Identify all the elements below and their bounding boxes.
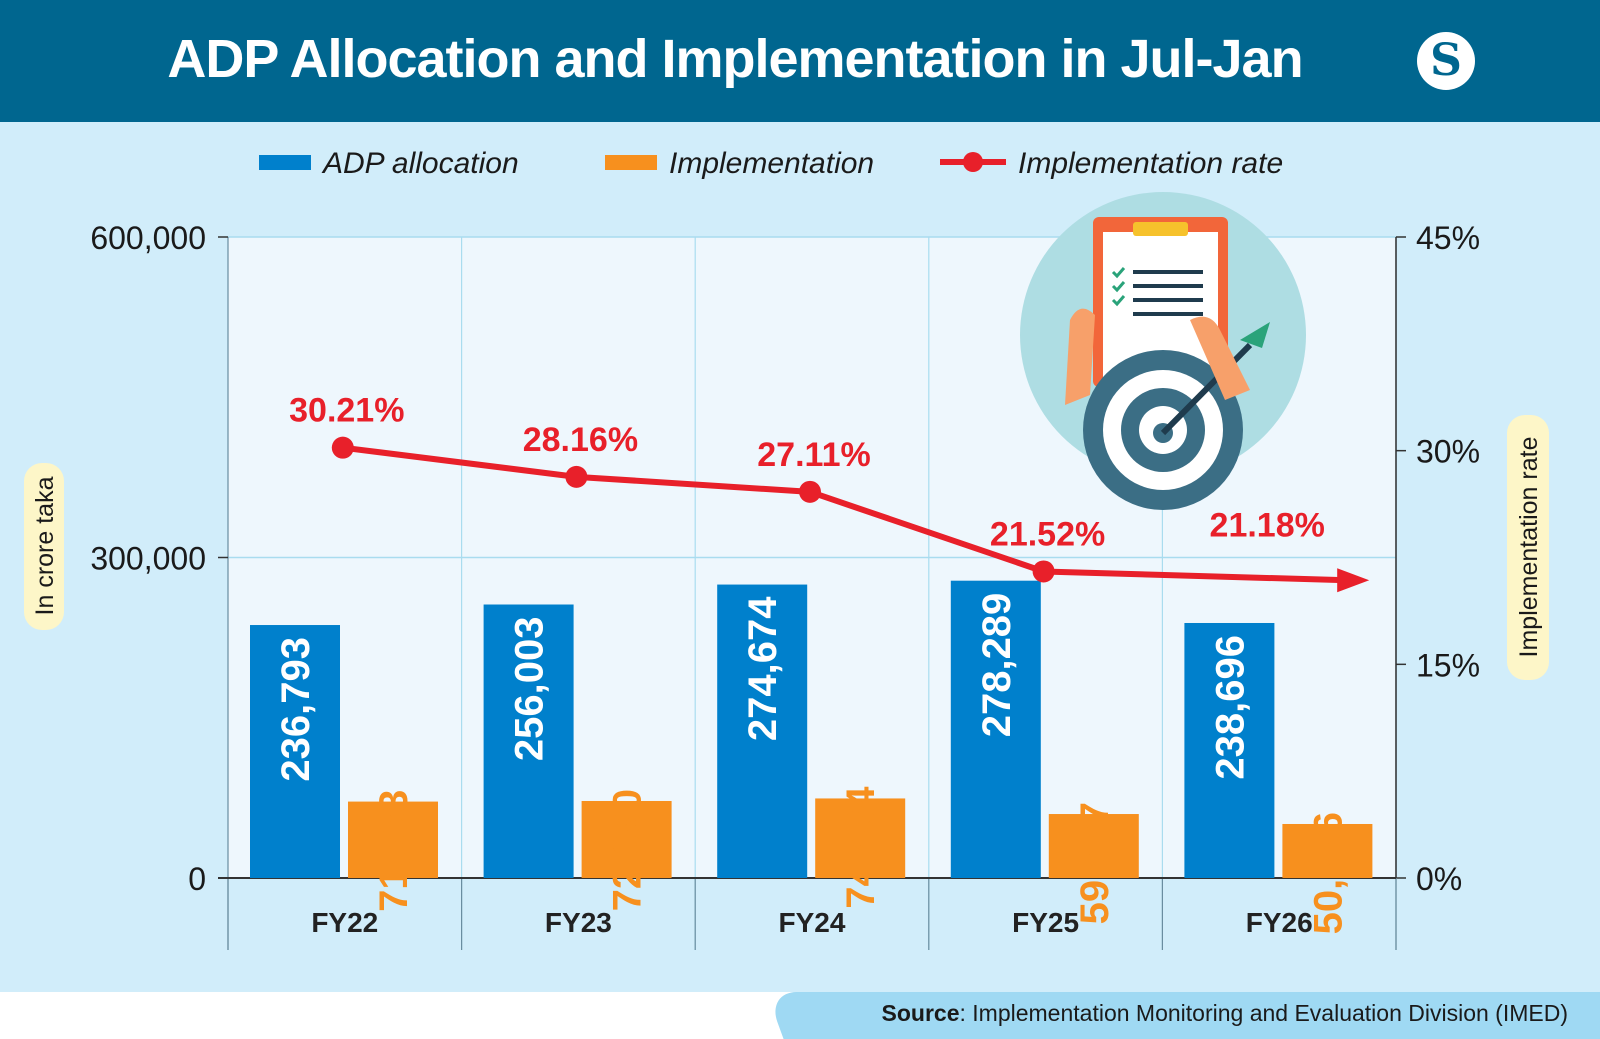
rate-label: 21.52% xyxy=(990,515,1105,553)
legend-swatch-implementation xyxy=(605,155,657,170)
bar-implementation xyxy=(348,801,438,878)
data-label: 74,464 xyxy=(839,786,883,909)
y2-axis-label: Implementation rate xyxy=(1515,437,1543,658)
line-point xyxy=(331,436,354,459)
x-tick-label: FY24 xyxy=(779,907,846,938)
data-label: 72,090 xyxy=(606,789,650,911)
y2-tick-label: 0% xyxy=(1416,861,1462,897)
header: ADP Allocation and Implementation in Jul… xyxy=(0,0,1600,122)
legend-label-adp-allocation: ADP allocation xyxy=(321,147,519,180)
y2-tick-label: 45% xyxy=(1416,220,1480,256)
y-tick-label: 600,000 xyxy=(90,220,206,256)
x-tick-label: FY25 xyxy=(1012,907,1079,938)
bar-implementation xyxy=(581,800,672,878)
legend-label-implementation-rate: Implementation rate xyxy=(1018,147,1283,180)
bar-adp-allocation xyxy=(483,604,574,878)
rate-label: 27.11% xyxy=(757,436,870,474)
data-label: 238,696 xyxy=(1208,635,1252,780)
data-label: 278,289 xyxy=(975,593,1019,738)
legend-marker-implementation-rate xyxy=(963,152,983,172)
legend-label-implementation: Implementation xyxy=(669,147,874,180)
y-tick-label: 300,000 xyxy=(90,541,206,577)
y-axis-title-left: In crore taka xyxy=(24,463,64,630)
line-point xyxy=(1032,560,1055,583)
data-label: 236,793 xyxy=(274,637,318,782)
y-axis-title-right: Implementation rate xyxy=(1507,415,1549,680)
rate-label: 28.16% xyxy=(523,421,638,459)
bar-adp-allocation xyxy=(1184,622,1275,878)
bar-implementation xyxy=(1048,814,1139,878)
line-arrowhead xyxy=(1337,568,1370,593)
rate-label: 21.18% xyxy=(1210,506,1325,544)
y2-tick-label: 15% xyxy=(1416,647,1480,683)
bar-adp-allocation xyxy=(717,584,808,878)
data-label: 71,533 xyxy=(372,790,416,912)
bar-implementation xyxy=(815,798,906,878)
data-label: 59,877 xyxy=(1073,802,1117,924)
bar-adp-allocation xyxy=(950,580,1041,878)
logo: S xyxy=(1417,32,1475,90)
x-tick-label: FY22 xyxy=(311,907,378,938)
y-axis-label: In crore taka xyxy=(31,476,59,615)
bar-implementation xyxy=(1282,823,1373,878)
data-label: 256,003 xyxy=(508,617,552,762)
source-text: : Implementation Monitoring and Evaluati… xyxy=(959,1000,1569,1026)
y-tick-label: 0 xyxy=(188,861,206,897)
legend: ADP allocation Implementation Implementa… xyxy=(259,147,1283,180)
rate-label: 30.21% xyxy=(289,392,404,430)
data-label: 50,556 xyxy=(1306,812,1350,934)
line-point xyxy=(799,480,821,503)
chart-title: ADP Allocation and Implementation in Jul… xyxy=(167,29,1303,89)
source-label: Source xyxy=(881,1000,960,1026)
source-note: Source: Implementation Monitoring and Ev… xyxy=(882,1000,1568,1027)
target-clipboard-illustration xyxy=(1020,192,1306,510)
line-point xyxy=(565,465,588,488)
x-tick-label: FY23 xyxy=(545,907,612,938)
x-tick-label: FY26 xyxy=(1246,907,1313,938)
legend-swatch-adp-allocation xyxy=(259,155,311,170)
y2-tick-label: 30% xyxy=(1416,434,1480,470)
data-label: 274,674 xyxy=(741,596,785,741)
bar-adp-allocation xyxy=(250,625,340,878)
